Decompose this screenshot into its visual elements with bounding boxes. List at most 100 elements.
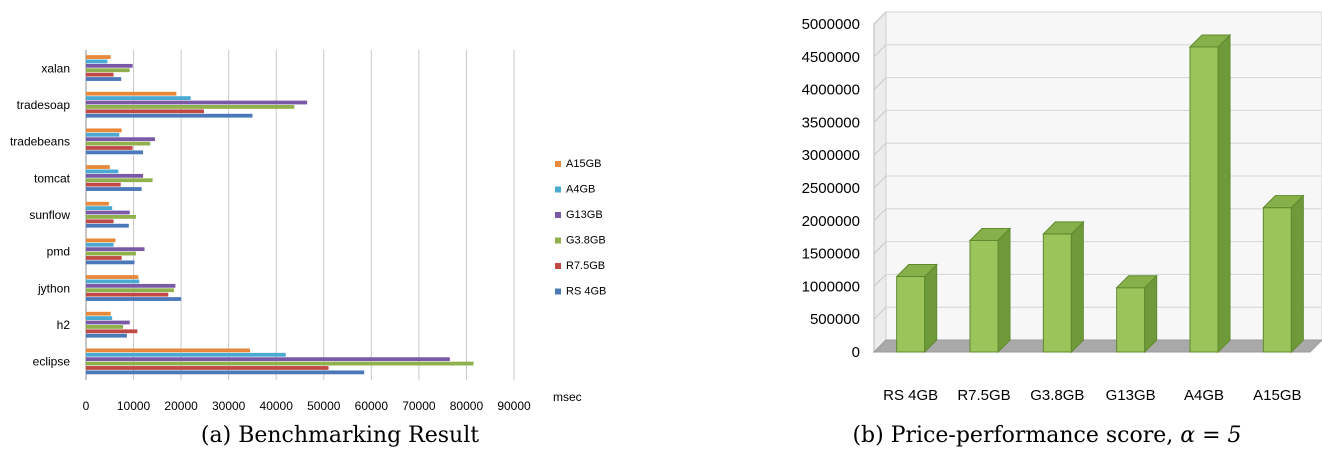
price-performance-bar (1188, 33, 1232, 354)
price-performance-bar-side (924, 263, 938, 354)
price-performance-caption: (b) Price-performance score, α = 5 (852, 423, 1241, 448)
benchmark-x-tick-label: 50000 (307, 399, 341, 413)
benchmark-bar (86, 113, 253, 118)
benchmark-category-label: h2 (57, 318, 71, 332)
benchmark-bar (86, 91, 177, 96)
price-performance-plot-area (872, 10, 1322, 354)
benchmark-x-tick-label: 80000 (450, 399, 484, 413)
benchmark-bar (86, 150, 144, 155)
benchmark-bar (86, 146, 133, 150)
price-performance-wall-gridline (873, 77, 887, 90)
benchmark-bar (86, 105, 295, 109)
price-performance-y-tick-label: 3000000 (802, 147, 860, 164)
benchmark-bar (86, 316, 113, 320)
price-performance-wall-gridline (873, 142, 887, 156)
benchmark-bar (86, 357, 450, 362)
benchmark-legend-label: A4GB (566, 184, 595, 196)
benchmark-legend-swatch (555, 161, 561, 167)
benchmark-bar (86, 137, 155, 142)
benchmark-x-tick-label: 20000 (164, 399, 198, 413)
benchmark-category-label: tradesoap (17, 98, 71, 112)
benchmark-bar (86, 178, 153, 183)
benchmark-x-axis-label: msec (553, 390, 582, 404)
price-performance-bar-side (1217, 33, 1231, 354)
price-performance-bar-front (1116, 287, 1146, 353)
benchmark-chart: xalan tradesoap tradebeans tomcat sunflow pmd… (10, 50, 606, 448)
benchmark-x-tick-label: 90000 (497, 399, 531, 413)
benchmark-bar (86, 206, 113, 210)
price-performance-bar-side (1290, 194, 1304, 354)
benchmark-bar (86, 100, 308, 105)
benchmark-bar (86, 256, 122, 260)
price-performance-bar-front (896, 276, 926, 353)
benchmark-bar (86, 288, 174, 293)
benchmark-bar (86, 201, 109, 206)
price-performance-wall-gridline (873, 274, 887, 287)
benchmark-category-label: tradebeans (10, 135, 70, 149)
benchmark-category-label: pmd (47, 245, 70, 259)
benchmark-legend-swatch (555, 237, 561, 244)
benchmark-bar (86, 96, 191, 100)
price-performance-category-label: R7.5GB (957, 387, 1010, 404)
price-performance-y-tick-label: 1500000 (802, 246, 860, 263)
price-performance-bar-front (1042, 233, 1072, 353)
price-performance-bar-front (969, 239, 999, 353)
price-performance-category-label: G13GB (1106, 387, 1156, 404)
price-performance-category-labels: RS 4GB R7.5GB G3.8GB G13GB A4GB A15GB (883, 387, 1301, 404)
benchmark-bar (86, 77, 122, 81)
price-performance-category-label: RS 4GB (883, 387, 938, 404)
price-performance-wall-gridline (873, 110, 887, 123)
benchmark-bar (86, 292, 169, 297)
price-performance-bar-side (1070, 220, 1084, 354)
benchmark-legend-swatch (555, 263, 561, 269)
price-performance-y-tick-label: 0 (852, 344, 860, 361)
benchmark-legend-swatch (555, 212, 561, 218)
price-performance-y-tick-label: 2500000 (802, 180, 860, 197)
price-performance-bar-top (1115, 275, 1158, 289)
price-performance-bar-top (1042, 221, 1085, 235)
price-performance-y-tick-labels: 0 500000 1000000 1500000 2000000 2500000 30000… (802, 16, 860, 361)
price-performance-category-label: A15GB (1253, 387, 1301, 404)
benchmark-bar (86, 187, 142, 191)
benchmark-bar (86, 141, 151, 146)
price-performance-bar-front (1262, 207, 1292, 353)
price-performance-floor (872, 339, 1322, 353)
benchmark-x-tick-label: 0 (83, 399, 90, 413)
price-performance-wall-gridline (873, 241, 887, 254)
benchmark-bar (86, 260, 135, 265)
benchmark-bar (86, 72, 114, 77)
benchmark-category-labels: xalan tradesoap tradebeans tomcat sunflow pmd… (10, 61, 71, 368)
price-performance-bar-side (997, 227, 1011, 354)
benchmark-legend-swatch (555, 186, 561, 193)
price-performance-bar (895, 263, 938, 354)
benchmark-bar (86, 247, 145, 252)
benchmark-bar (86, 275, 139, 279)
benchmark-legend-label: G13GB (566, 209, 603, 221)
benchmark-x-tick-label: 30000 (212, 399, 246, 413)
benchmark-bar (86, 366, 329, 370)
price-performance-y-tick-label: 500000 (810, 311, 860, 328)
benchmark-bar (86, 55, 111, 59)
price-performance-y-tick-label: 2000000 (802, 213, 860, 230)
price-performance-y-tick-label: 3500000 (802, 114, 860, 131)
benchmark-category-label: tomcat (34, 171, 71, 185)
benchmark-bar (86, 242, 114, 247)
price-performance-bar-side (1144, 274, 1158, 354)
benchmark-legend-label: A15GB (566, 158, 601, 170)
benchmark-bar (86, 311, 111, 316)
price-performance-y-tick-label: 4500000 (802, 49, 860, 66)
benchmark-bar (86, 68, 130, 73)
price-performance-bar-top (895, 264, 938, 278)
price-performance-bars (895, 33, 1305, 354)
benchmark-legend-label: RS 4GB (566, 286, 606, 298)
benchmark-caption: (a) Benchmarking Result (201, 423, 479, 448)
benchmark-bar (86, 109, 204, 114)
benchmark-bar (86, 333, 127, 338)
benchmark-bar (86, 279, 140, 284)
benchmark-bar (86, 132, 120, 137)
benchmark-x-tick-label: 70000 (402, 399, 436, 413)
benchmark-bar (86, 223, 129, 228)
benchmark-x-tick-label: 60000 (355, 399, 389, 413)
benchmark-category-label: xalan (41, 61, 70, 75)
price-performance-y-tick-label: 4000000 (802, 82, 860, 99)
